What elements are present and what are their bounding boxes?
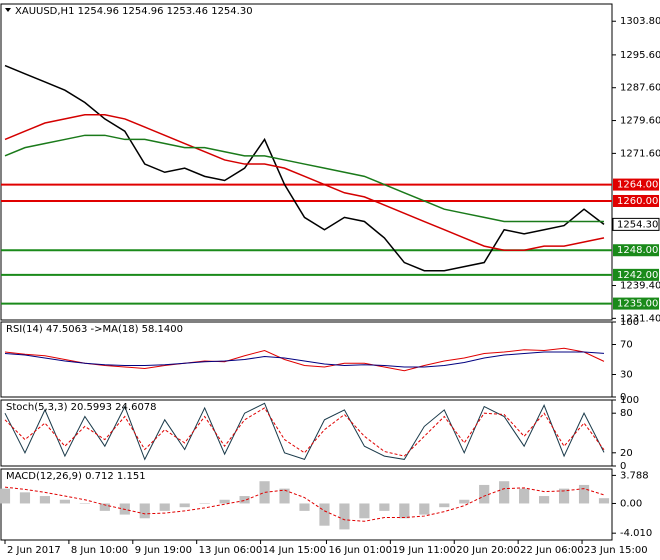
level-label: 1235.00: [617, 299, 658, 310]
histogram-bar: [79, 503, 90, 504]
histogram-bar: [558, 488, 570, 504]
y-tick-label: 100: [620, 395, 639, 406]
level-label: 1242.00: [617, 270, 658, 281]
histogram-bar: [419, 503, 430, 515]
y-tick-label: 80: [620, 408, 633, 419]
histogram-bar: [578, 484, 590, 504]
histogram-bar: [0, 488, 11, 504]
y-tick-label: 70: [620, 340, 633, 351]
histogram-bar: [99, 503, 110, 511]
x-tick-label: 22 Jun 06:00: [520, 545, 584, 556]
y-tick-label: 20: [620, 448, 633, 459]
series-line: [4, 114, 605, 251]
y-tick-label: 1295.60: [620, 50, 660, 61]
pane-title: Stoch(5,3,3) 20.5993 24.6078: [6, 402, 157, 413]
menu-arrow: [5, 8, 11, 12]
y-tick-label: 100: [620, 317, 639, 328]
x-tick-label: 13 Jun 06:00: [199, 545, 263, 556]
histogram-bar: [199, 503, 210, 504]
x-tick-label: 2 Jun 2017: [7, 545, 61, 556]
series-line: [4, 351, 605, 368]
x-tick-label: 20 Jun 20:00: [456, 545, 520, 556]
histogram-bar: [19, 492, 31, 504]
histogram-bar: [379, 503, 390, 511]
series-line: [4, 407, 605, 457]
series-line: [4, 486, 605, 522]
pane-title: MACD(12,26,9) 0.712 1.151: [6, 471, 146, 482]
x-tick-label: 16 Jun 01:00: [328, 545, 392, 556]
y-tick-label: 0.00: [620, 498, 642, 509]
y-tick-label: 1231.40: [620, 313, 660, 324]
level-box: [613, 268, 659, 281]
histogram-bar: [519, 488, 530, 504]
series-line: [4, 402, 605, 461]
y-tick-label: 0: [620, 461, 626, 472]
histogram-bar: [139, 503, 150, 519]
x-tick-label: 14 Jun 15:00: [263, 545, 327, 556]
level-label: 1248.00: [617, 245, 658, 256]
series-line: [4, 64, 605, 272]
level-box: [613, 178, 659, 191]
pane: [0, 321, 613, 398]
histogram-bar: [439, 503, 450, 508]
pane-title: XAUUSD,H1 1254.96 1254.96 1253.46 1254.3…: [15, 6, 253, 17]
histogram-bar: [239, 496, 250, 504]
y-tick-label: 1279.60: [620, 116, 660, 127]
level-box: [613, 297, 659, 310]
histogram-bar: [59, 499, 70, 504]
series-line: [4, 134, 604, 223]
x-tick-label: 9 Jun 19:00: [135, 545, 192, 556]
histogram-bar: [319, 503, 330, 526]
y-tick-label: 30: [620, 370, 633, 381]
last-price-box: [612, 217, 660, 231]
x-tick-label: 19 Jun 11:00: [392, 545, 456, 556]
level-label: 1264.00: [617, 180, 658, 191]
pane: [0, 3, 613, 321]
histogram-bar: [159, 503, 170, 511]
histogram-bar: [459, 499, 470, 504]
histogram-bar: [359, 503, 370, 519]
level-box: [613, 194, 659, 207]
histogram-bar: [499, 481, 510, 504]
histogram-bar: [219, 499, 230, 504]
histogram-bar: [539, 496, 550, 504]
y-tick-label: 1303.80: [620, 16, 660, 27]
last-price-label: 1254.30: [617, 219, 658, 230]
level-box: [613, 244, 659, 257]
histogram-bar: [279, 488, 290, 504]
histogram-bar: [39, 496, 51, 504]
histogram-bar: [399, 503, 410, 519]
y-tick-label: 3.788: [620, 470, 649, 481]
histogram-bar: [299, 503, 310, 511]
y-tick-label: 1287.60: [620, 83, 660, 94]
level-label: 1260.00: [617, 196, 658, 207]
y-tick-label: 1239.40: [620, 281, 660, 292]
x-tick-label: 23 Jun 15:00: [584, 545, 648, 556]
y-tick-label: 1271.60: [620, 148, 660, 159]
histogram-bar: [479, 484, 490, 504]
pane-title: RSI(14) 47.5063 ->MA(18) 58.1400: [6, 324, 183, 335]
series-line: [4, 347, 605, 372]
x-tick-label: 8 Jun 10:00: [71, 545, 128, 556]
y-tick-label: -4.010: [620, 528, 652, 539]
y-tick-label: 0: [620, 392, 626, 403]
histogram-bar: [598, 498, 610, 504]
histogram-bar: [259, 481, 270, 504]
histogram-bar: [339, 503, 350, 530]
histogram-bar: [179, 503, 190, 508]
